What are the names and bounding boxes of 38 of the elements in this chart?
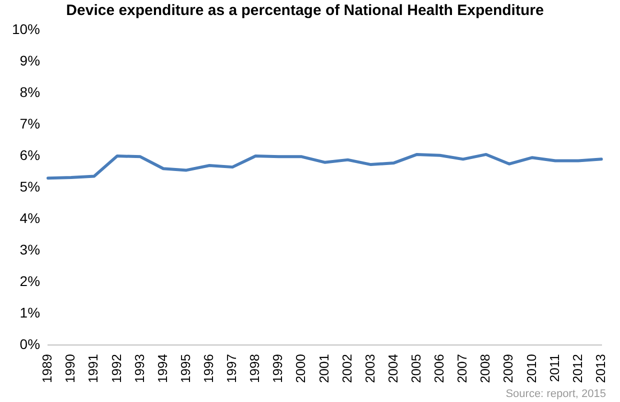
x-tick-label: 2007 [454,354,470,383]
y-tick-label: 3% [20,241,40,258]
y-tick-label: 2% [20,272,40,289]
y-tick-label: 9% [20,52,40,68]
y-tick-label: 0% [20,336,40,352]
x-tick-label: 2002 [339,354,354,383]
x-tick-label: 1997 [224,354,240,383]
x-tick-label: 1989 [40,354,55,383]
y-tick-label: 5% [20,178,40,194]
source-note: Source: report, 2015 [506,388,606,400]
x-tick-label: 2001 [316,354,332,383]
x-tick-label: 2008 [478,354,493,383]
x-tick-label: 1994 [154,354,170,383]
x-tick-label: 2003 [362,354,378,383]
x-tick-label: 1995 [178,354,193,383]
x-tick-label: 2013 [592,354,608,383]
y-tick-label: 10% [12,20,40,37]
x-tick-label: 1999 [270,354,286,383]
x-tick-label: 2012 [570,354,585,383]
x-tick-label: 2004 [385,354,400,383]
x-tick-label: 2005 [408,354,424,383]
x-tick-label: 2010 [524,354,539,383]
y-tick-label: 1% [20,304,40,320]
x-tick-label: 2000 [293,354,308,383]
x-tick-label: 1996 [201,354,216,383]
x-tick-label: 1990 [62,354,78,383]
x-tick-label: 2006 [432,354,447,383]
y-tick-label: 7% [20,115,40,132]
y-tick-label: 6% [20,146,40,163]
y-tick-label: 8% [20,84,40,100]
x-tick-label: 1998 [247,354,262,383]
x-tick-label: 1993 [132,354,147,383]
x-tick-label: 1992 [108,354,124,383]
x-tick-label: 2011 [546,354,562,382]
chart-title: Device expenditure as a percentage of National Health Expenditure [66,2,544,20]
y-tick-label: 4% [20,210,40,226]
x-tick-label: 1991 [86,354,101,383]
x-tick-label: 2009 [500,354,516,383]
